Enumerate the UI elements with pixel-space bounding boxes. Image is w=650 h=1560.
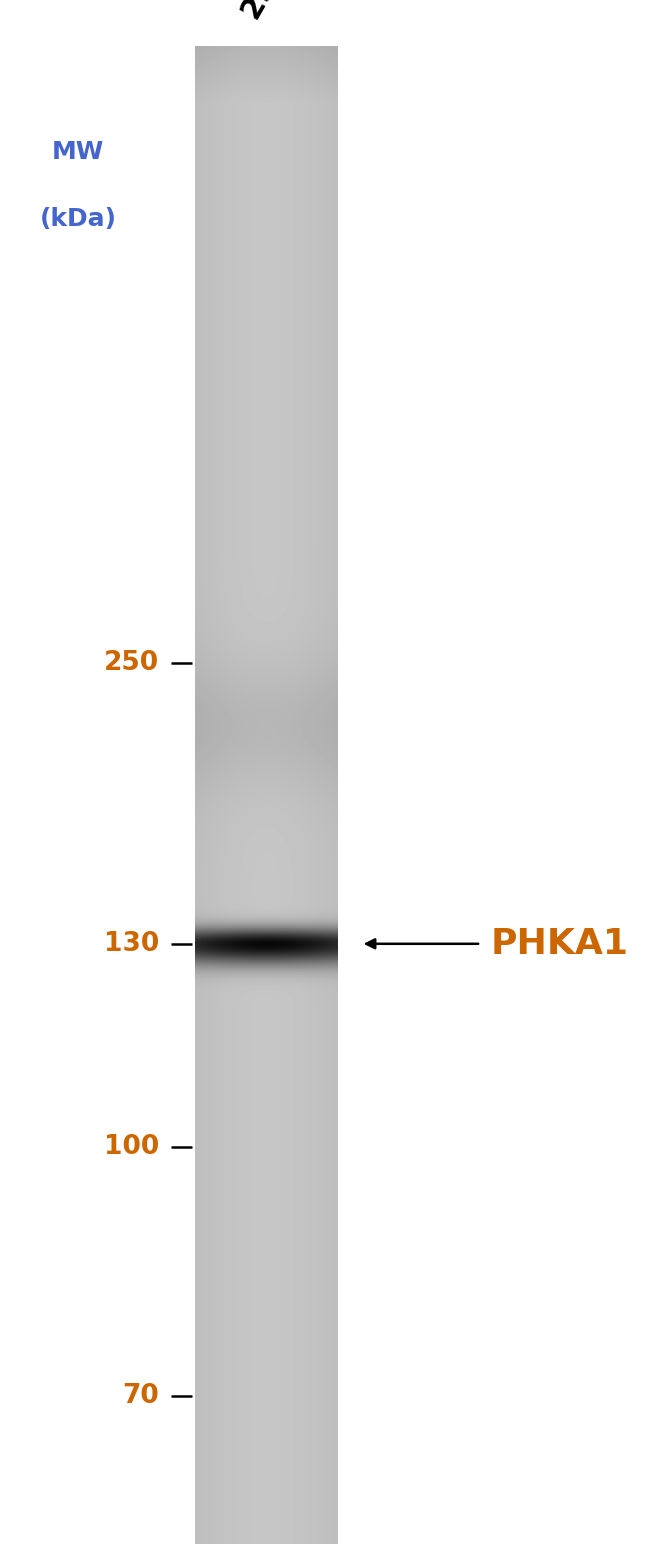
Text: 130: 130 bbox=[104, 931, 159, 956]
Text: MW: MW bbox=[52, 140, 104, 164]
Text: 250: 250 bbox=[104, 651, 159, 675]
Text: (kDa): (kDa) bbox=[40, 207, 116, 231]
Text: 70: 70 bbox=[122, 1384, 159, 1409]
Text: 293T: 293T bbox=[236, 0, 304, 23]
Text: PHKA1: PHKA1 bbox=[491, 927, 629, 961]
Text: 100: 100 bbox=[104, 1134, 159, 1159]
